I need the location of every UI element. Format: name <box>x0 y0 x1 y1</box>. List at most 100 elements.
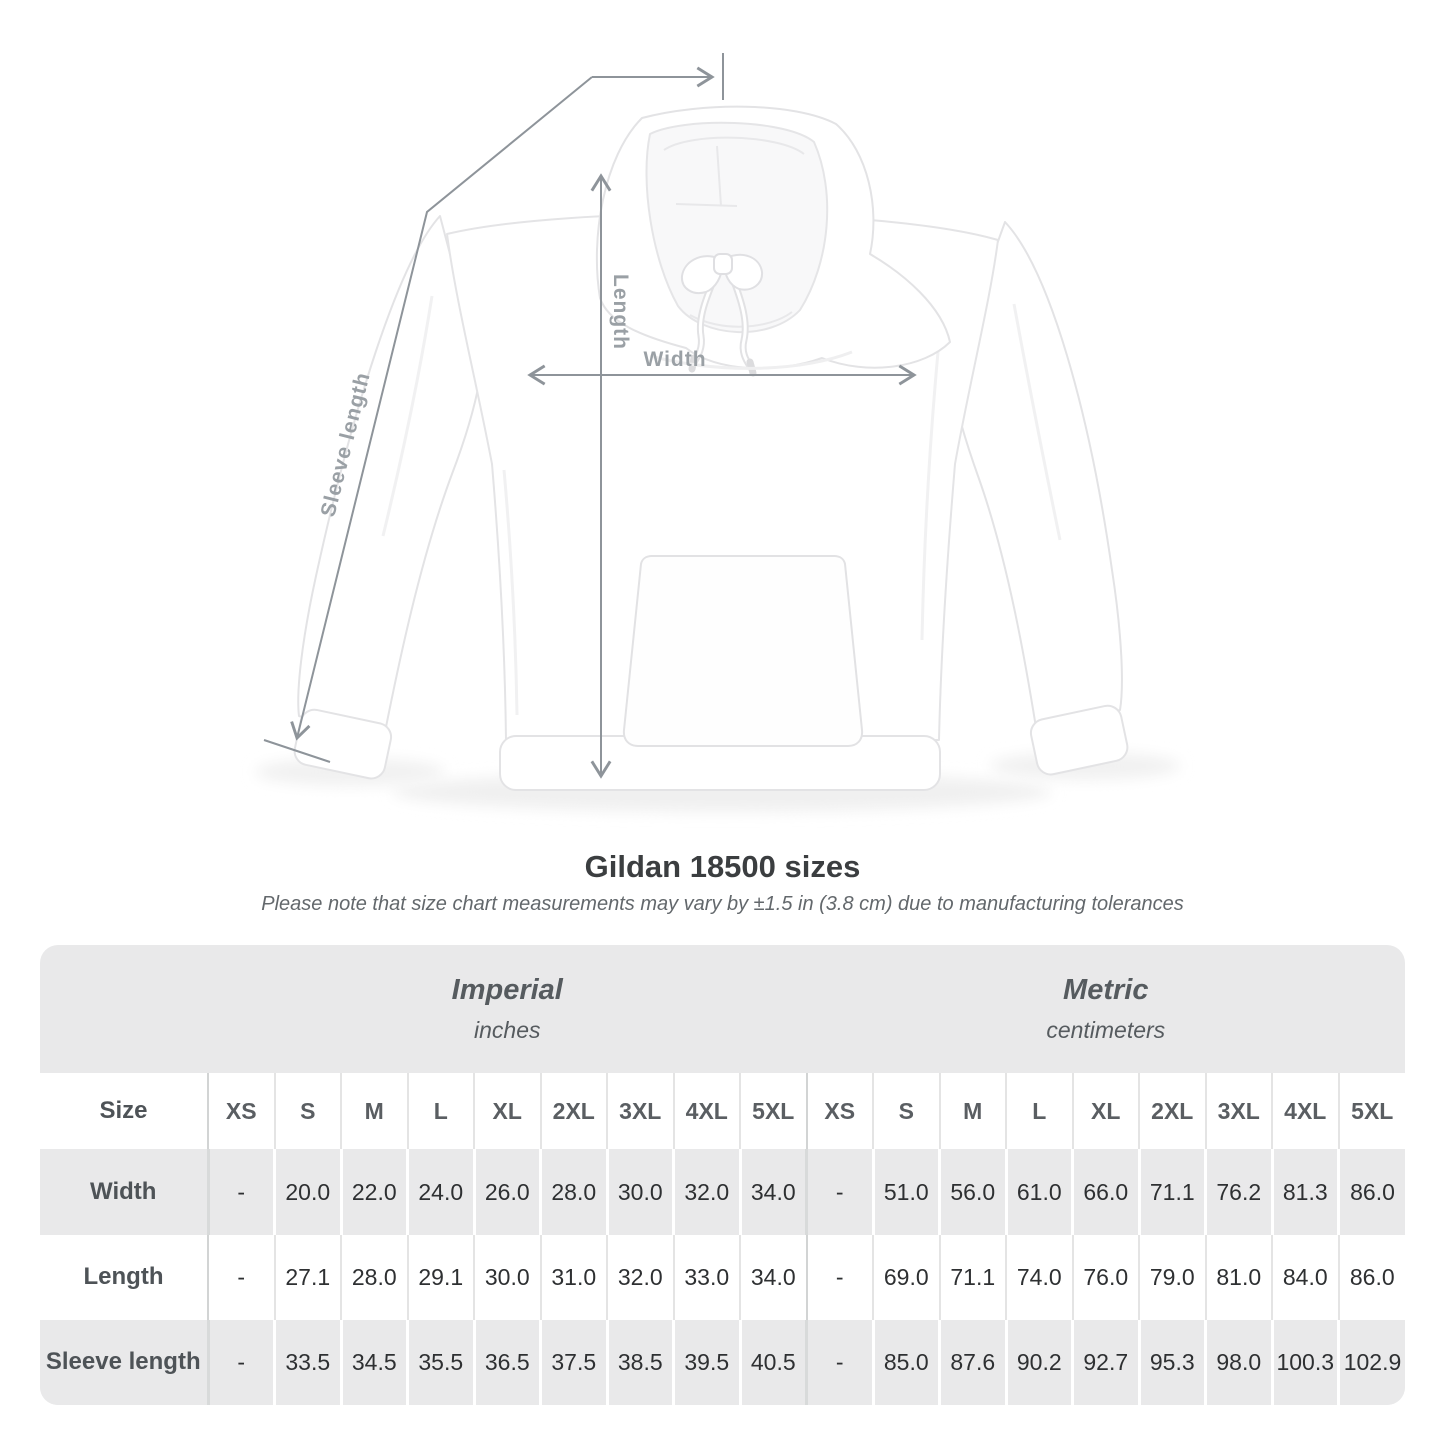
value-cell: 61.0 <box>1004 1149 1073 1235</box>
value-cell: - <box>206 1319 275 1405</box>
value-cell: 86.0 <box>1337 1234 1405 1320</box>
value-cell: 71.1 <box>938 1234 1006 1320</box>
value-cell: 76.2 <box>1204 1149 1272 1235</box>
value-cell: 81.0 <box>1204 1234 1272 1320</box>
size-col-header: 3XL <box>1204 1073 1272 1150</box>
value-cell: 20.0 <box>273 1149 341 1235</box>
hoodie-left-sleeve <box>297 215 482 743</box>
value-cell: - <box>805 1234 873 1320</box>
value-cell: - <box>805 1149 873 1235</box>
value-cell: 86.0 <box>1337 1149 1405 1235</box>
value-cell: - <box>207 1234 275 1320</box>
size-table: Imperial inches Metric centimeters Size … <box>40 945 1405 1405</box>
value-cell: 32.0 <box>672 1149 740 1235</box>
value-cell: 32.0 <box>606 1234 674 1320</box>
size-col-header: XS <box>207 1073 275 1150</box>
value-cell: 30.0 <box>605 1149 674 1235</box>
value-cell: 79.0 <box>1138 1234 1206 1320</box>
value-cell: 100.3 <box>1270 1319 1339 1405</box>
value-cell: 30.0 <box>473 1234 541 1320</box>
value-cell: 56.0 <box>938 1149 1006 1235</box>
metric-unit: centimeters <box>1046 1017 1166 1044</box>
row-label: Length <box>83 1263 164 1291</box>
value-cell: 33.0 <box>672 1234 740 1320</box>
length-row: Length - 27.1 28.0 29.1 30.0 31.0 32.0 3… <box>40 1234 1405 1320</box>
value-cell: - <box>206 1149 275 1235</box>
hoodie-right-sleeve <box>949 221 1123 741</box>
imperial-unit: inches <box>474 1017 541 1044</box>
tolerance-note: Please note that size chart measurements… <box>261 893 1184 915</box>
imperial-title: Imperial <box>451 974 563 1007</box>
value-cell: 34.5 <box>339 1319 408 1405</box>
size-col-header: XL <box>473 1073 541 1150</box>
value-cell: 69.0 <box>872 1234 940 1320</box>
hoodie-measurement-diagram: Length Width Sleeve length <box>255 53 1180 812</box>
value-cell: 33.5 <box>273 1319 341 1405</box>
unit-header-row: Imperial inches Metric centimeters <box>40 945 1405 1073</box>
value-cell: 36.5 <box>472 1319 541 1405</box>
size-col-header: 2XL <box>539 1073 607 1150</box>
size-col-header: 5XL <box>1337 1073 1405 1150</box>
size-col-header: L <box>406 1073 474 1150</box>
row-label: Width <box>90 1178 157 1205</box>
hoodie-pocket <box>622 555 864 747</box>
size-col-header: 3XL <box>606 1073 674 1150</box>
width-row: Width - 20.0 22.0 24.0 26.0 28.0 30.0 32… <box>40 1149 1405 1235</box>
value-cell: 27.1 <box>273 1234 341 1320</box>
size-col-header: XS <box>805 1073 873 1150</box>
size-table-container: Imperial inches Metric centimeters Size … <box>40 945 1405 1405</box>
value-cell: 29.1 <box>406 1234 474 1320</box>
size-col-header: L <box>1005 1073 1073 1150</box>
value-cell: 51.0 <box>871 1149 940 1235</box>
hoodie-illustration <box>293 105 1129 791</box>
value-cell: 66.0 <box>1071 1149 1139 1235</box>
value-cell: 85.0 <box>871 1319 940 1405</box>
value-cell: 90.2 <box>1004 1319 1073 1405</box>
size-header-row: Size XS S M L XL 2XL 3XL 4XL 5XL XS S M … <box>40 1073 1405 1150</box>
value-cell: 28.0 <box>539 1149 607 1235</box>
value-cell: 92.7 <box>1071 1319 1139 1405</box>
size-col-header: S <box>872 1073 940 1150</box>
value-cell: 95.3 <box>1137 1319 1206 1405</box>
value-cell: 37.5 <box>539 1319 607 1405</box>
value-cell: 28.0 <box>340 1234 408 1320</box>
sleeve-length-row: Sleeve length - 33.5 34.5 35.5 36.5 37.5… <box>40 1319 1405 1405</box>
sleeve-length-line <box>290 76 593 741</box>
value-cell: 31.0 <box>539 1234 607 1320</box>
value-cell: 102.9 <box>1337 1319 1405 1405</box>
value-cell: 34.0 <box>738 1149 807 1235</box>
value-cell: 98.0 <box>1204 1319 1272 1405</box>
value-cell: 39.5 <box>672 1319 740 1405</box>
hoodie-right-cuff <box>1029 704 1129 776</box>
value-cell: 71.1 <box>1137 1149 1206 1235</box>
value-cell: 40.5 <box>738 1319 807 1405</box>
sleeve-end-tick <box>263 739 331 763</box>
value-cell: 81.3 <box>1270 1149 1339 1235</box>
imperial-header: Imperial inches <box>208 945 807 1073</box>
value-cell: 84.0 <box>1271 1234 1339 1320</box>
value-cell: 74.0 <box>1005 1234 1073 1320</box>
value-cell: 22.0 <box>339 1149 408 1235</box>
value-cell: 38.5 <box>605 1319 674 1405</box>
row-label: Sleeve length <box>45 1348 201 1376</box>
size-col-header: M <box>938 1073 1006 1150</box>
metric-title: Metric <box>1063 974 1149 1007</box>
value-cell: 35.5 <box>406 1319 474 1405</box>
size-col-header: 4XL <box>672 1073 740 1150</box>
size-col-header: S <box>273 1073 341 1150</box>
width-label: Width <box>643 348 706 371</box>
size-col-header: XL <box>1071 1073 1139 1150</box>
size-col-header: 5XL <box>739 1073 807 1150</box>
measurement-lines <box>263 53 917 779</box>
value-cell: 24.0 <box>406 1149 474 1235</box>
size-header-label: Size <box>99 1097 148 1125</box>
value-cell: 87.6 <box>938 1319 1006 1405</box>
unit-header-spacer <box>40 945 208 1073</box>
size-col-header: M <box>340 1073 408 1150</box>
value-cell: 76.0 <box>1071 1234 1139 1320</box>
value-cell: - <box>805 1319 873 1405</box>
hoodie-fold-lines <box>381 295 1062 716</box>
value-cell: 26.0 <box>472 1149 541 1235</box>
page-title: Gildan 18500 sizes <box>584 849 861 884</box>
